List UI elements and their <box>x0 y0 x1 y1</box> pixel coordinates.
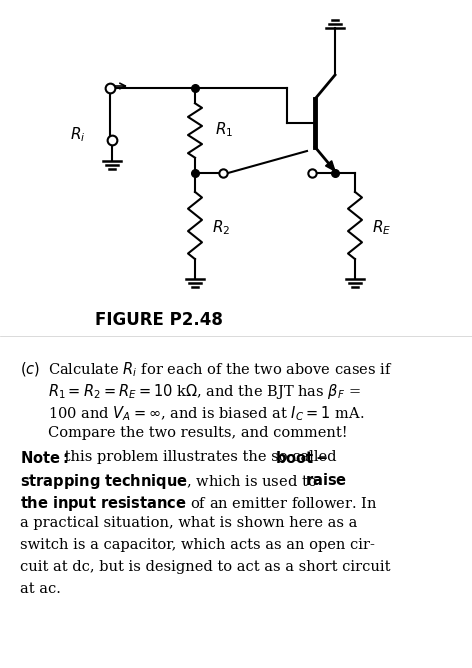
Text: 100 and $V_A = \infty$, and is biased at $I_C = 1$ mA.: 100 and $V_A = \infty$, and is biased at… <box>48 404 364 423</box>
Text: $(c)$: $(c)$ <box>20 360 40 378</box>
Text: $\it{\bf{boot-}}$: $\it{\bf{boot-}}$ <box>275 450 328 466</box>
Text: cuit at dc, but is designed to act as a short circuit: cuit at dc, but is designed to act as a … <box>20 560 390 574</box>
Text: $R_1$: $R_1$ <box>215 121 233 140</box>
Text: $R_i$: $R_i$ <box>70 126 86 144</box>
Text: at ac.: at ac. <box>20 582 61 596</box>
Text: $R_2$: $R_2$ <box>212 218 230 237</box>
Text: $\it{\bf{raise}}$: $\it{\bf{raise}}$ <box>305 472 347 488</box>
Text: Calculate $R_i$ for each of the two above cases if: Calculate $R_i$ for each of the two abov… <box>48 360 392 379</box>
Text: FIGURE P2.48: FIGURE P2.48 <box>95 311 223 329</box>
Text: Compare the two results, and comment!: Compare the two results, and comment! <box>48 426 347 440</box>
Text: this problem illustrates the so called: this problem illustrates the so called <box>60 450 341 464</box>
Text: a practical situation, what is shown here as a: a practical situation, what is shown her… <box>20 516 357 530</box>
Text: $R_1 = R_2 = R_E = 10$ k$\Omega$, and the BJT has $\beta_F$ =: $R_1 = R_2 = R_E = 10$ k$\Omega$, and th… <box>48 382 361 401</box>
Text: $\it{\bf{strapping\ technique}}$, which is used to: $\it{\bf{strapping\ technique}}$, which … <box>20 472 318 491</box>
Text: $\bf{Note:}$: $\bf{Note:}$ <box>20 450 68 466</box>
Text: $R_E$: $R_E$ <box>372 218 391 237</box>
Text: $\it{\bf{the\ input\ resistance}}$ of an emitter follower. In: $\it{\bf{the\ input\ resistance}}$ of an… <box>20 494 378 513</box>
Polygon shape <box>326 161 335 171</box>
Text: switch is a capacitor, which acts as an open cir-: switch is a capacitor, which acts as an … <box>20 538 375 552</box>
